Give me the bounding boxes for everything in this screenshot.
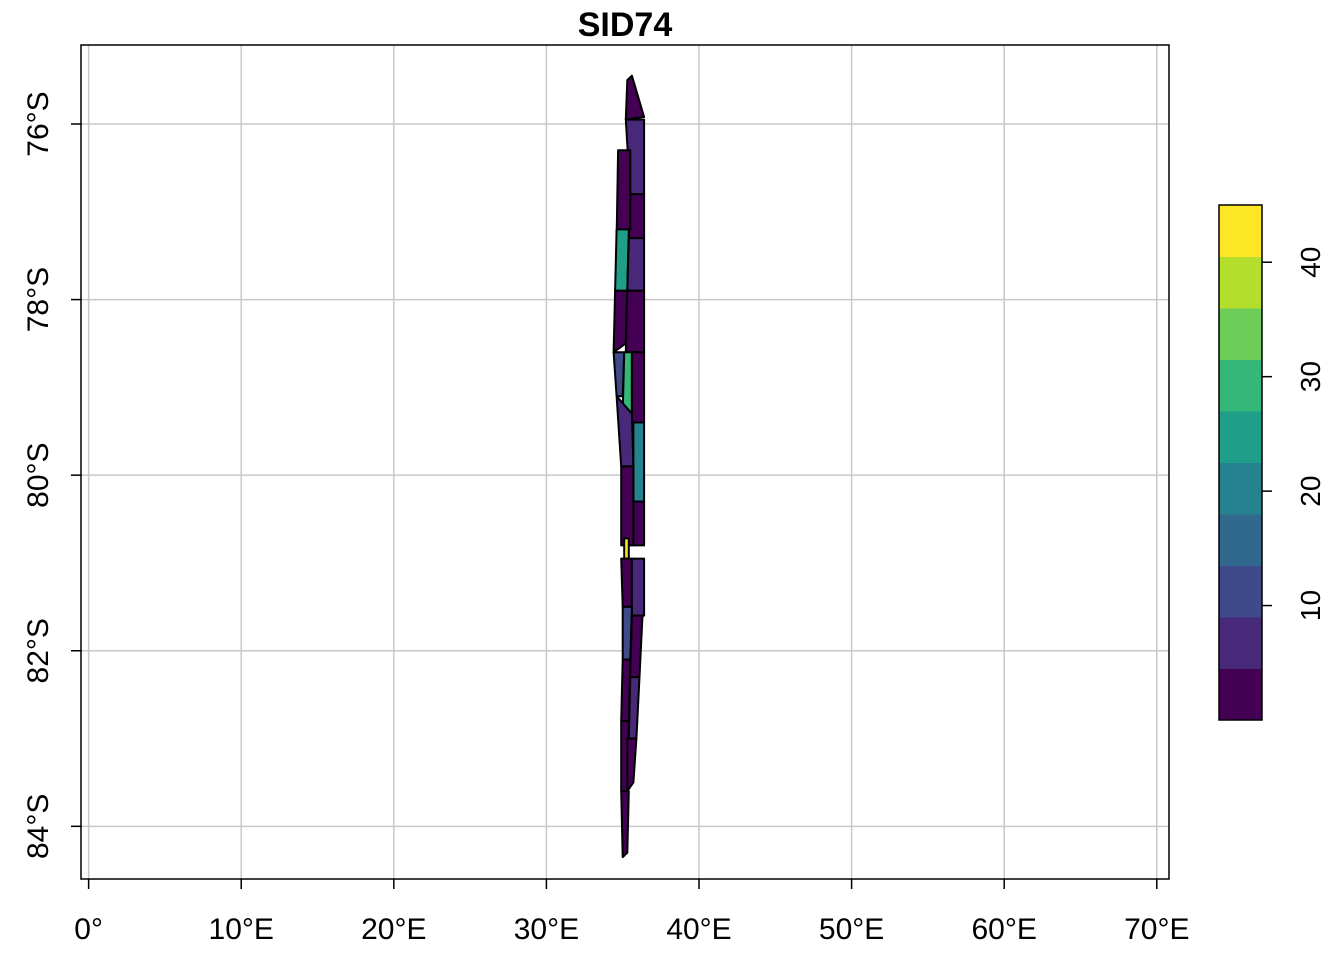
y-tick-label: 82°S bbox=[22, 618, 55, 683]
county-polygon bbox=[630, 557, 646, 617]
legend-color-bin bbox=[1219, 617, 1262, 669]
legend-color-bin bbox=[1219, 308, 1262, 360]
legend-color-bin bbox=[1219, 256, 1262, 309]
county-polygon bbox=[627, 676, 641, 740]
county-polygon bbox=[626, 237, 646, 292]
x-tick-label: 60°E bbox=[972, 913, 1037, 946]
county-polygons bbox=[612, 74, 646, 859]
y-tick-label: 78°S bbox=[22, 267, 55, 332]
x-tick-label: 30°E bbox=[514, 913, 579, 946]
legend-color-bin bbox=[1219, 359, 1262, 412]
y-axis: 76°S 78°S 80°S 82°S 84°S bbox=[22, 91, 81, 859]
legend-color-bin bbox=[1219, 514, 1262, 566]
y-tick-label: 84°S bbox=[22, 794, 55, 859]
legend-color-bin bbox=[1219, 668, 1262, 721]
county-polygon bbox=[632, 421, 646, 503]
county-polygon bbox=[624, 289, 646, 354]
county-polygon bbox=[624, 74, 646, 121]
x-tick-label: 0° bbox=[74, 913, 103, 946]
county-polygon bbox=[615, 149, 632, 240]
legend-color-bin bbox=[1219, 205, 1262, 257]
plot-frame bbox=[80, 44, 1170, 880]
x-axis: 0° 10°E 20°E 30°E 40°E 50°E 60°E 70°E bbox=[74, 879, 1189, 946]
county-polygon bbox=[620, 790, 630, 859]
x-tick-label: 40°E bbox=[666, 913, 731, 946]
county-polygon bbox=[620, 465, 635, 547]
legend-color-bin bbox=[1219, 565, 1262, 618]
legend-frame bbox=[1218, 204, 1263, 721]
y-tick-label: 76°S bbox=[22, 91, 55, 156]
x-tick-label: 10°E bbox=[209, 913, 274, 946]
county-polygon bbox=[626, 737, 638, 793]
x-tick-label: 50°E bbox=[819, 913, 884, 946]
legend-tick-label: 10 bbox=[1295, 590, 1326, 621]
x-tick-label: 20°E bbox=[361, 913, 426, 946]
county-polygon bbox=[632, 500, 646, 547]
x-tick-label: 70°E bbox=[1124, 913, 1189, 946]
legend-color-bin bbox=[1219, 411, 1262, 463]
y-tick-label: 80°S bbox=[22, 442, 55, 507]
color-legend: 10 20 30 40 bbox=[1218, 204, 1326, 721]
legend-tick-label: 30 bbox=[1295, 361, 1326, 392]
map-title: SID74 bbox=[578, 6, 673, 44]
county-polygon bbox=[620, 557, 633, 608]
legend-tick-label: 40 bbox=[1295, 247, 1326, 278]
county-polygon bbox=[630, 351, 646, 424]
county-polygon bbox=[629, 614, 644, 679]
county-polygon bbox=[623, 537, 630, 560]
legend-color-bin bbox=[1219, 462, 1262, 515]
legend-tick-label: 20 bbox=[1295, 476, 1326, 507]
